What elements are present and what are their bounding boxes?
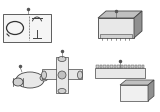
Bar — [128, 65, 130, 68]
Ellipse shape — [58, 88, 66, 94]
Bar — [103, 65, 105, 68]
Bar — [100, 34, 132, 38]
Bar — [113, 65, 116, 68]
Bar — [42, 69, 82, 79]
Ellipse shape — [40, 75, 48, 81]
Bar — [98, 18, 134, 38]
Bar — [117, 65, 120, 68]
Ellipse shape — [13, 78, 23, 86]
Bar — [141, 65, 144, 68]
Bar — [107, 65, 109, 68]
Bar — [138, 65, 140, 68]
Ellipse shape — [77, 71, 83, 79]
Bar — [96, 65, 99, 68]
Bar — [100, 65, 102, 68]
Polygon shape — [98, 11, 142, 18]
Ellipse shape — [41, 71, 47, 79]
Bar — [124, 65, 127, 68]
Polygon shape — [148, 80, 154, 101]
Ellipse shape — [58, 56, 66, 61]
Bar — [135, 65, 137, 68]
Bar — [120, 65, 123, 68]
Bar — [3, 14, 51, 42]
Bar — [131, 65, 133, 68]
Ellipse shape — [58, 71, 66, 79]
Bar — [56, 57, 68, 93]
Bar — [95, 68, 145, 78]
Polygon shape — [120, 80, 154, 85]
Bar — [120, 85, 148, 101]
Ellipse shape — [16, 72, 44, 88]
Bar — [110, 65, 112, 68]
Polygon shape — [134, 11, 142, 38]
